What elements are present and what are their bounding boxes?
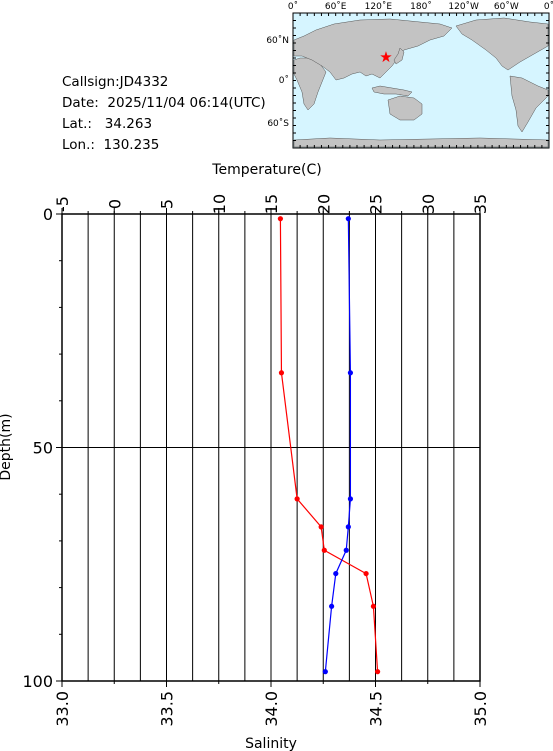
land-north-america [455, 17, 549, 71]
temperature-tick-label: 15 [262, 194, 281, 214]
map-lon-label: 60˚W [494, 1, 519, 12]
map-lon-label: 180˚ [410, 1, 432, 12]
land-indonesia [371, 85, 413, 97]
map-lon-label: 0˚ [288, 1, 298, 12]
map-lon-label: 120˚W [448, 1, 479, 12]
temperature-tick-label: 10 [210, 194, 229, 214]
temperature-tick-label: -5 [53, 196, 72, 212]
station-marker-icon: ★ [379, 48, 392, 66]
depth-tick-label: 0 [43, 205, 53, 224]
temperature-data-point [370, 603, 377, 609]
depth-axis-label: Depth(m) [0, 413, 14, 480]
temperature-tick-label: 30 [419, 194, 438, 214]
salinity-data-point [322, 669, 328, 675]
temperature-data-point [294, 496, 300, 502]
map-lon-label: 120˚E [365, 1, 393, 12]
land-australia [387, 95, 423, 121]
temperature-data-point [278, 370, 285, 376]
salinity-data-point [347, 496, 354, 502]
salinity-data-point [347, 370, 354, 376]
land-japan [393, 47, 405, 65]
salinity-data-point [333, 570, 339, 577]
temperature-tick-label: 35 [471, 194, 490, 214]
map-lon-label: 60˚E [325, 1, 347, 12]
salinity-tick-label: 34.0 [262, 691, 281, 727]
map-lat-label: 0˚ [279, 75, 289, 86]
salinity-data-point [345, 524, 351, 530]
salinity-tick-label: 33.5 [158, 691, 177, 727]
temperature-tick-label: 25 [367, 194, 386, 214]
land-south-america [509, 75, 549, 133]
temperature-profile-line [279, 218, 379, 672]
date-text: Date: 2025/11/04 06:14(UTC) [62, 95, 266, 111]
callsign-text: Callsign:JD4332 [62, 74, 169, 90]
location-map: 0˚ 60˚E 120˚E 180˚ 120˚W 60˚W 0˚ 60˚N 0˚ 60˚S ★ [266, 1, 553, 149]
map-lat-label: 60˚N [266, 35, 289, 46]
temperature-data-point [321, 547, 327, 553]
salinity-axis-label: Salinity [245, 736, 297, 751]
station-info: Callsign:JD4332 Date: 2025/11/04 06:14(U… [62, 72, 266, 156]
salinity-data-point [343, 547, 349, 553]
latitude-text: Lat.: 34.263 [62, 116, 153, 132]
temperature-tick-label: 20 [314, 194, 333, 214]
longitude-text: Lon.: 130.235 [62, 137, 160, 153]
salinity-data-point [329, 603, 335, 609]
map-land [293, 17, 549, 148]
temperature-data-point [363, 570, 369, 577]
temperature-data-point [277, 216, 284, 222]
salinity-data-point [345, 216, 351, 222]
land-eurasia [293, 18, 453, 81]
depth-tick-label: 100 [22, 672, 53, 691]
salinity-tick-label: 33.0 [53, 691, 72, 727]
temperature-data-point [374, 669, 381, 675]
salinity-tick-label: 35.0 [471, 691, 490, 727]
map-lon-label: 0˚ [544, 1, 553, 12]
temperature-tick-label: 0 [105, 199, 124, 209]
salinity-tick-label: 34.5 [367, 691, 386, 727]
temperature-tick-label: 5 [158, 199, 177, 209]
map-lat-label: 60˚S [267, 118, 289, 129]
temperature-axis-label: Temperature(C) [211, 162, 321, 178]
salinity-profile-line [324, 218, 352, 672]
depth-tick-label: 50 [33, 439, 53, 458]
temperature-data-point [318, 524, 324, 530]
